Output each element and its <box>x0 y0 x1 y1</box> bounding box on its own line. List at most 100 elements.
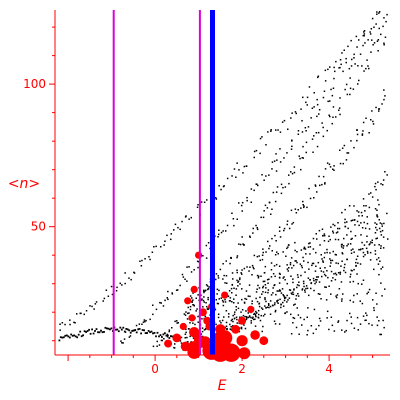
state-point <box>230 257 232 259</box>
state-point <box>358 79 360 82</box>
state-point <box>382 319 384 322</box>
state-point <box>245 318 248 321</box>
state-point <box>363 221 365 224</box>
state-point <box>349 93 351 96</box>
state-point <box>233 302 235 304</box>
state-point <box>232 320 234 323</box>
state-point <box>304 271 306 273</box>
state-point <box>276 300 278 302</box>
state-point <box>222 230 224 232</box>
state-point <box>316 238 318 240</box>
state-point <box>262 248 264 250</box>
state-point <box>330 226 332 228</box>
state-point <box>251 274 253 276</box>
state-point <box>334 272 337 275</box>
state-point <box>284 312 287 314</box>
state-point <box>196 308 198 310</box>
state-point <box>250 316 252 319</box>
state-point <box>76 336 79 339</box>
state-point <box>326 251 328 254</box>
state-point <box>349 273 352 276</box>
state-point <box>230 287 233 290</box>
state-point <box>93 308 95 310</box>
state-point <box>281 288 284 290</box>
state-point <box>237 302 239 304</box>
state-point <box>264 298 266 301</box>
state-point <box>193 305 195 307</box>
state-point <box>252 266 254 269</box>
state-point <box>224 282 226 284</box>
state-point <box>372 299 374 301</box>
state-point <box>298 284 300 287</box>
state-point <box>232 278 234 280</box>
state-point <box>362 44 364 47</box>
state-point <box>164 240 166 242</box>
state-point <box>366 59 368 61</box>
state-point <box>103 331 105 333</box>
state-point <box>201 335 204 338</box>
state-point <box>238 330 241 333</box>
state-point <box>273 284 275 287</box>
state-point <box>162 333 165 336</box>
state-point <box>276 251 278 253</box>
state-point <box>245 165 248 167</box>
state-point <box>276 186 279 188</box>
state-point <box>73 334 76 337</box>
state-point <box>300 265 303 267</box>
state-point <box>375 23 377 25</box>
state-point <box>370 51 372 53</box>
state-point <box>381 103 383 105</box>
state-point <box>367 65 369 67</box>
state-point <box>247 316 250 319</box>
state-point <box>363 35 365 37</box>
state-point <box>264 284 267 286</box>
state-point <box>335 274 338 276</box>
state-point <box>371 110 373 112</box>
state-point <box>278 323 281 325</box>
state-point <box>323 273 326 276</box>
state-point <box>83 313 85 316</box>
state-point <box>330 259 332 262</box>
state-point <box>225 230 227 232</box>
state-point <box>383 222 385 225</box>
state-point <box>241 201 244 204</box>
state-point <box>287 270 289 272</box>
state-point <box>368 67 370 70</box>
state-point <box>257 184 259 187</box>
state-point <box>223 316 225 318</box>
state-point <box>271 168 273 170</box>
state-point <box>346 319 348 322</box>
state-point <box>337 320 340 322</box>
state-point <box>140 332 142 335</box>
state-point <box>262 315 265 317</box>
state-point <box>107 327 110 330</box>
state-point <box>159 301 161 304</box>
state-point <box>216 288 219 291</box>
state-point <box>144 320 146 323</box>
state-point <box>358 39 360 41</box>
state-point <box>374 182 377 185</box>
state-point <box>333 330 336 332</box>
state-point <box>314 270 317 272</box>
state-point <box>386 13 388 16</box>
state-point <box>286 268 289 270</box>
state-point <box>166 336 169 338</box>
state-point <box>332 232 335 234</box>
state-point <box>192 304 195 306</box>
state-point <box>350 39 352 42</box>
state-point <box>246 317 248 319</box>
state-point <box>230 319 233 322</box>
state-point <box>383 89 385 91</box>
state-point <box>255 310 257 313</box>
state-point <box>250 320 252 322</box>
state-point <box>261 258 264 261</box>
state-point <box>235 306 237 308</box>
state-point <box>301 324 303 326</box>
state-point <box>368 322 370 325</box>
state-point <box>160 302 162 304</box>
state-point <box>322 135 325 138</box>
state-point <box>280 192 283 195</box>
state-point <box>124 272 126 274</box>
state-point <box>363 244 366 246</box>
state-point <box>276 301 278 303</box>
